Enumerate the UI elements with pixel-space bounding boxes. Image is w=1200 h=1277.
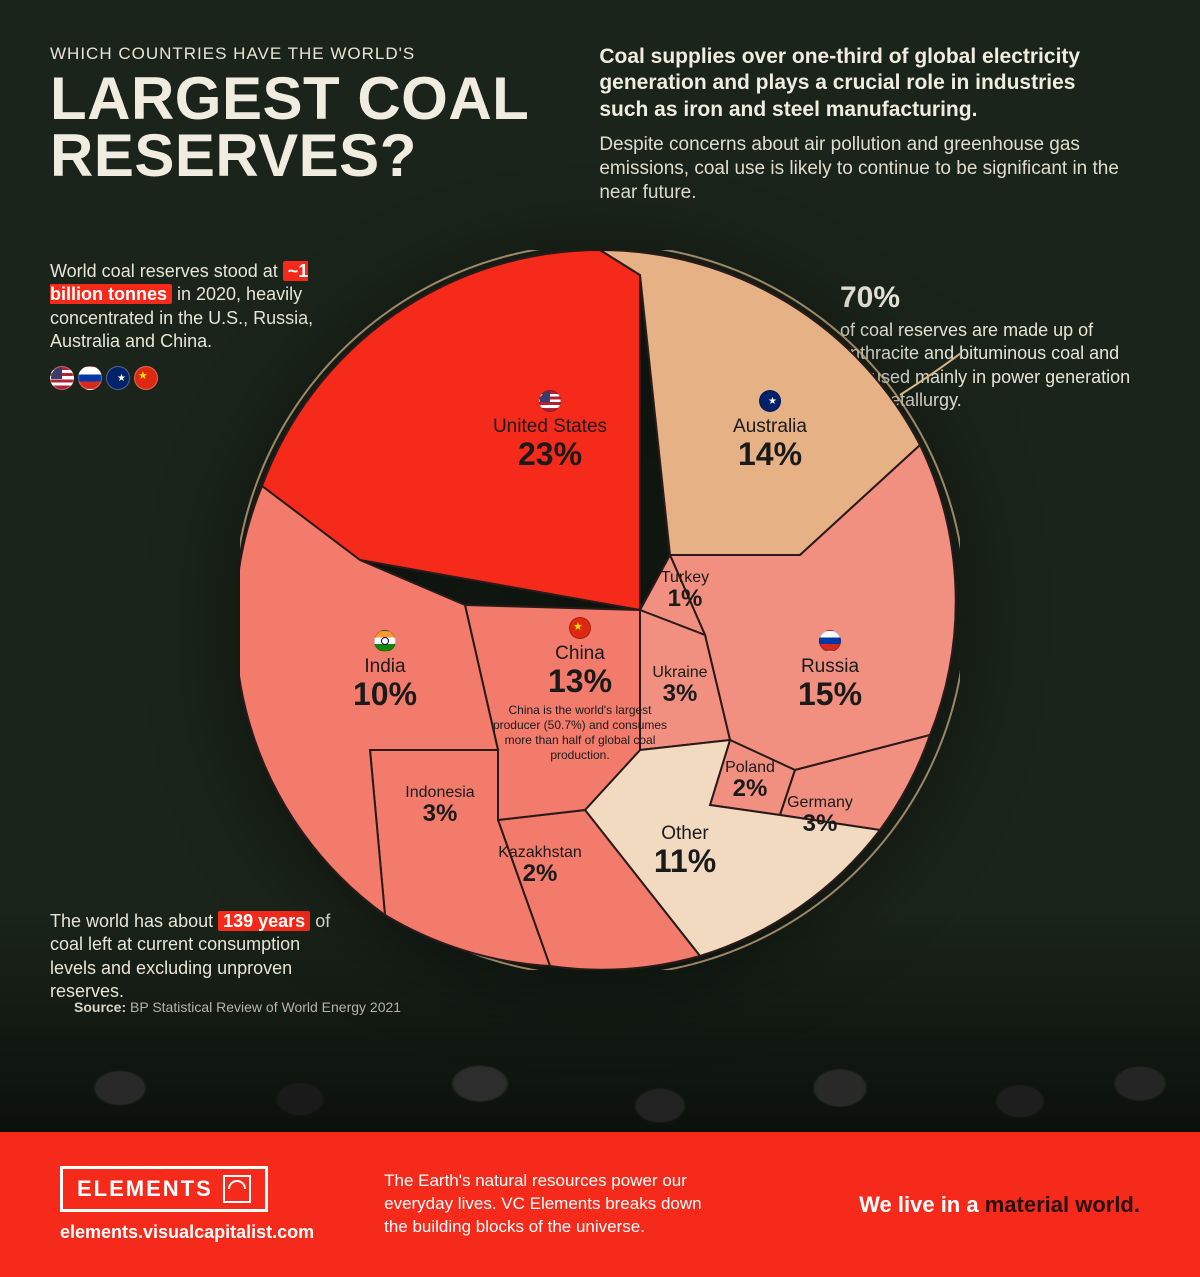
intro-bold: Coal supplies over one-third of global e… bbox=[599, 44, 1129, 123]
ru-flag-icon bbox=[78, 366, 102, 390]
us-flag-icon bbox=[50, 366, 74, 390]
footer-description: The Earth's natural resources power our … bbox=[384, 1170, 724, 1239]
pretitle: WHICH COUNTRIES HAVE THE WORLD'S bbox=[50, 44, 529, 64]
intro-light: Despite concerns about air pollution and… bbox=[599, 133, 1129, 206]
au-flag-icon bbox=[106, 366, 130, 390]
logo-icon bbox=[223, 1175, 251, 1203]
callout-line bbox=[900, 320, 960, 395]
header: WHICH COUNTRIES HAVE THE WORLD'S LARGEST… bbox=[50, 44, 1150, 206]
footer: ELEMENTS elements.visualcapitalist.com T… bbox=[0, 1132, 1200, 1277]
logo-url: elements.visualcapitalist.com bbox=[60, 1222, 314, 1243]
cell-group bbox=[240, 250, 956, 970]
voronoi-svg bbox=[240, 250, 960, 970]
main-title: LARGEST COAL RESERVES? bbox=[50, 70, 529, 184]
voronoi-chart: United States23%Australia14%Russia15%Tur… bbox=[240, 250, 960, 970]
logo-block: ELEMENTS elements.visualcapitalist.com bbox=[60, 1166, 314, 1243]
source-line: Source: BP Statistical Review of World E… bbox=[74, 998, 401, 1016]
title-block: WHICH COUNTRIES HAVE THE WORLD'S LARGEST… bbox=[50, 44, 529, 206]
footer-tagline: We live in a material world. bbox=[859, 1192, 1140, 1218]
elements-logo: ELEMENTS bbox=[60, 1166, 268, 1212]
intro-block: Coal supplies over one-third of global e… bbox=[599, 44, 1129, 206]
cn-flag-icon bbox=[134, 366, 158, 390]
